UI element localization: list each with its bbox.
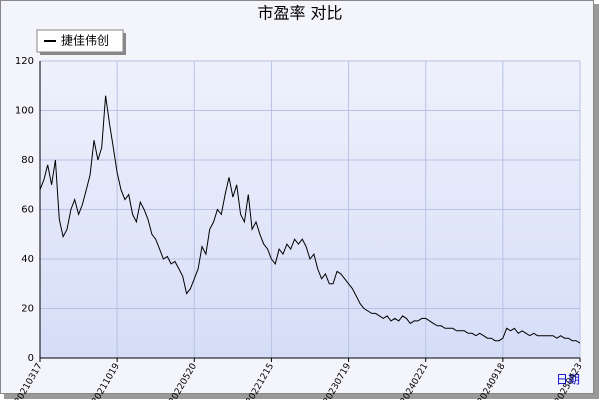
chart-title: 市盈率 对比 [257,4,342,23]
y-tick-label: 60 [21,205,34,216]
y-tick-label: 80 [21,155,34,166]
shadow [4,394,599,399]
legend-label: 捷佳伟创 [61,34,109,48]
y-tick-label: 20 [21,304,34,315]
y-tick-label: 100 [15,106,34,117]
x-axis-label: 日期 [556,373,580,387]
y-tick-label: 0 [28,353,34,364]
y-tick-label: 120 [15,56,34,67]
legend-box [36,29,124,53]
line [39,95,581,344]
legend: 捷佳伟创 [36,29,126,55]
y-tick-label: 40 [21,254,34,265]
shadow [594,4,599,398]
